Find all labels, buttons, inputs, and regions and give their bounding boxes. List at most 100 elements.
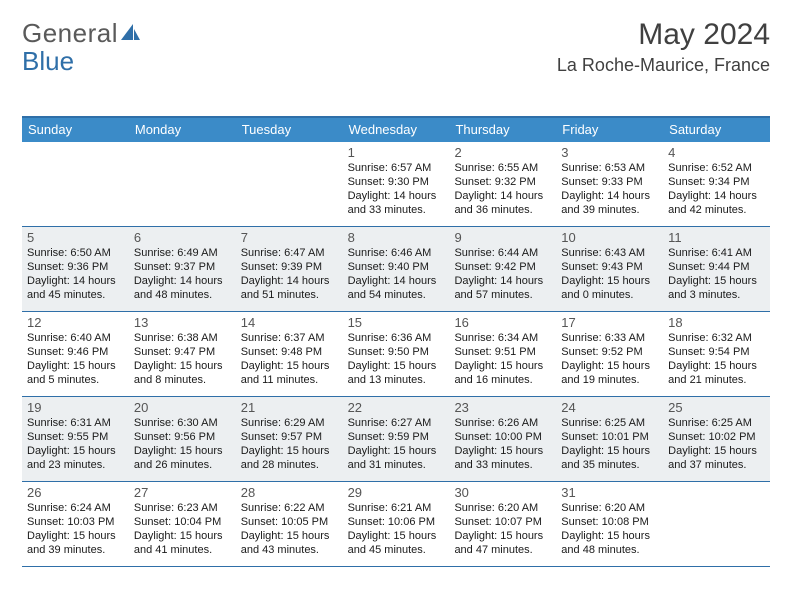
day-info: Sunrise: 6:53 AMSunset: 9:33 PMDaylight:…	[561, 161, 658, 217]
daylight-text: Daylight: 15 hours and 47 minutes.	[454, 529, 551, 557]
sunset-text: Sunset: 9:56 PM	[134, 430, 231, 444]
day-info: Sunrise: 6:50 AMSunset: 9:36 PMDaylight:…	[27, 246, 124, 302]
sunrise-text: Sunrise: 6:43 AM	[561, 246, 658, 260]
day-cell: 9Sunrise: 6:44 AMSunset: 9:42 PMDaylight…	[449, 227, 556, 311]
day-cell: 19Sunrise: 6:31 AMSunset: 9:55 PMDayligh…	[22, 397, 129, 481]
sunrise-text: Sunrise: 6:21 AM	[348, 501, 445, 515]
day-info: Sunrise: 6:47 AMSunset: 9:39 PMDaylight:…	[241, 246, 338, 302]
sunset-text: Sunset: 9:34 PM	[668, 175, 765, 189]
sunrise-text: Sunrise: 6:20 AM	[454, 501, 551, 515]
sunset-text: Sunset: 10:00 PM	[454, 430, 551, 444]
sunset-text: Sunset: 9:55 PM	[27, 430, 124, 444]
daylight-text: Daylight: 15 hours and 3 minutes.	[668, 274, 765, 302]
sunset-text: Sunset: 9:37 PM	[134, 260, 231, 274]
day-number: 19	[27, 400, 124, 415]
day-cell: 20Sunrise: 6:30 AMSunset: 9:56 PMDayligh…	[129, 397, 236, 481]
sail-icon	[119, 18, 141, 49]
day-cell: 17Sunrise: 6:33 AMSunset: 9:52 PMDayligh…	[556, 312, 663, 396]
daylight-text: Daylight: 14 hours and 42 minutes.	[668, 189, 765, 217]
day-cell: 29Sunrise: 6:21 AMSunset: 10:06 PMDaylig…	[343, 482, 450, 566]
month-title: May 2024	[557, 18, 770, 51]
sunset-text: Sunset: 9:47 PM	[134, 345, 231, 359]
sunrise-text: Sunrise: 6:55 AM	[454, 161, 551, 175]
day-number: 22	[348, 400, 445, 415]
day-info: Sunrise: 6:40 AMSunset: 9:46 PMDaylight:…	[27, 331, 124, 387]
day-cell: 27Sunrise: 6:23 AMSunset: 10:04 PMDaylig…	[129, 482, 236, 566]
sunset-text: Sunset: 9:40 PM	[348, 260, 445, 274]
sunrise-text: Sunrise: 6:49 AM	[134, 246, 231, 260]
day-cell: 16Sunrise: 6:34 AMSunset: 9:51 PMDayligh…	[449, 312, 556, 396]
daylight-text: Daylight: 14 hours and 48 minutes.	[134, 274, 231, 302]
day-cell	[129, 142, 236, 226]
day-number: 15	[348, 315, 445, 330]
day-info: Sunrise: 6:55 AMSunset: 9:32 PMDaylight:…	[454, 161, 551, 217]
day-cell: 22Sunrise: 6:27 AMSunset: 9:59 PMDayligh…	[343, 397, 450, 481]
brand-logo: General	[22, 18, 145, 49]
daylight-text: Daylight: 15 hours and 28 minutes.	[241, 444, 338, 472]
day-number: 27	[134, 485, 231, 500]
day-info: Sunrise: 6:26 AMSunset: 10:00 PMDaylight…	[454, 416, 551, 472]
sunrise-text: Sunrise: 6:20 AM	[561, 501, 658, 515]
daylight-text: Daylight: 14 hours and 45 minutes.	[27, 274, 124, 302]
daylight-text: Daylight: 14 hours and 36 minutes.	[454, 189, 551, 217]
sunset-text: Sunset: 9:30 PM	[348, 175, 445, 189]
week-row: 26Sunrise: 6:24 AMSunset: 10:03 PMDaylig…	[22, 482, 770, 567]
day-info: Sunrise: 6:52 AMSunset: 9:34 PMDaylight:…	[668, 161, 765, 217]
header: General May 2024 La Roche-Maurice, Franc…	[22, 18, 770, 76]
day-cell: 4Sunrise: 6:52 AMSunset: 9:34 PMDaylight…	[663, 142, 770, 226]
day-info: Sunrise: 6:25 AMSunset: 10:02 PMDaylight…	[668, 416, 765, 472]
sunset-text: Sunset: 10:07 PM	[454, 515, 551, 529]
day-cell: 14Sunrise: 6:37 AMSunset: 9:48 PMDayligh…	[236, 312, 343, 396]
daylight-text: Daylight: 15 hours and 41 minutes.	[134, 529, 231, 557]
day-cell: 5Sunrise: 6:50 AMSunset: 9:36 PMDaylight…	[22, 227, 129, 311]
day-number: 17	[561, 315, 658, 330]
daylight-text: Daylight: 15 hours and 16 minutes.	[454, 359, 551, 387]
day-cell: 3Sunrise: 6:53 AMSunset: 9:33 PMDaylight…	[556, 142, 663, 226]
day-info: Sunrise: 6:22 AMSunset: 10:05 PMDaylight…	[241, 501, 338, 557]
week-row: 1Sunrise: 6:57 AMSunset: 9:30 PMDaylight…	[22, 142, 770, 227]
week-row: 5Sunrise: 6:50 AMSunset: 9:36 PMDaylight…	[22, 227, 770, 312]
daylight-text: Daylight: 15 hours and 33 minutes.	[454, 444, 551, 472]
sunset-text: Sunset: 9:59 PM	[348, 430, 445, 444]
daylight-text: Daylight: 15 hours and 45 minutes.	[348, 529, 445, 557]
brand-text-2: Blue	[22, 46, 74, 77]
sunrise-text: Sunrise: 6:37 AM	[241, 331, 338, 345]
brand-text-1: General	[22, 18, 118, 49]
week-row: 19Sunrise: 6:31 AMSunset: 9:55 PMDayligh…	[22, 397, 770, 482]
sunset-text: Sunset: 9:54 PM	[668, 345, 765, 359]
day-number: 30	[454, 485, 551, 500]
day-info: Sunrise: 6:33 AMSunset: 9:52 PMDaylight:…	[561, 331, 658, 387]
day-cell: 26Sunrise: 6:24 AMSunset: 10:03 PMDaylig…	[22, 482, 129, 566]
day-info: Sunrise: 6:30 AMSunset: 9:56 PMDaylight:…	[134, 416, 231, 472]
daylight-text: Daylight: 14 hours and 51 minutes.	[241, 274, 338, 302]
day-info: Sunrise: 6:43 AMSunset: 9:43 PMDaylight:…	[561, 246, 658, 302]
sunset-text: Sunset: 10:04 PM	[134, 515, 231, 529]
sunrise-text: Sunrise: 6:33 AM	[561, 331, 658, 345]
sunset-text: Sunset: 9:39 PM	[241, 260, 338, 274]
sunrise-text: Sunrise: 6:50 AM	[27, 246, 124, 260]
day-info: Sunrise: 6:23 AMSunset: 10:04 PMDaylight…	[134, 501, 231, 557]
sunset-text: Sunset: 9:43 PM	[561, 260, 658, 274]
day-number: 26	[27, 485, 124, 500]
dow-header-cell: Sunday	[22, 118, 129, 142]
weeks-container: 1Sunrise: 6:57 AMSunset: 9:30 PMDaylight…	[22, 142, 770, 567]
sunset-text: Sunset: 9:44 PM	[668, 260, 765, 274]
day-number: 29	[348, 485, 445, 500]
sunrise-text: Sunrise: 6:53 AM	[561, 161, 658, 175]
sunrise-text: Sunrise: 6:52 AM	[668, 161, 765, 175]
dow-header-cell: Saturday	[663, 118, 770, 142]
day-info: Sunrise: 6:31 AMSunset: 9:55 PMDaylight:…	[27, 416, 124, 472]
week-row: 12Sunrise: 6:40 AMSunset: 9:46 PMDayligh…	[22, 312, 770, 397]
daylight-text: Daylight: 15 hours and 23 minutes.	[27, 444, 124, 472]
day-number: 4	[668, 145, 765, 160]
day-info: Sunrise: 6:49 AMSunset: 9:37 PMDaylight:…	[134, 246, 231, 302]
day-number: 7	[241, 230, 338, 245]
sunrise-text: Sunrise: 6:23 AM	[134, 501, 231, 515]
sunrise-text: Sunrise: 6:44 AM	[454, 246, 551, 260]
sunset-text: Sunset: 9:52 PM	[561, 345, 658, 359]
day-number: 16	[454, 315, 551, 330]
daylight-text: Daylight: 15 hours and 0 minutes.	[561, 274, 658, 302]
dow-header-cell: Tuesday	[236, 118, 343, 142]
daylight-text: Daylight: 14 hours and 33 minutes.	[348, 189, 445, 217]
sunset-text: Sunset: 9:46 PM	[27, 345, 124, 359]
